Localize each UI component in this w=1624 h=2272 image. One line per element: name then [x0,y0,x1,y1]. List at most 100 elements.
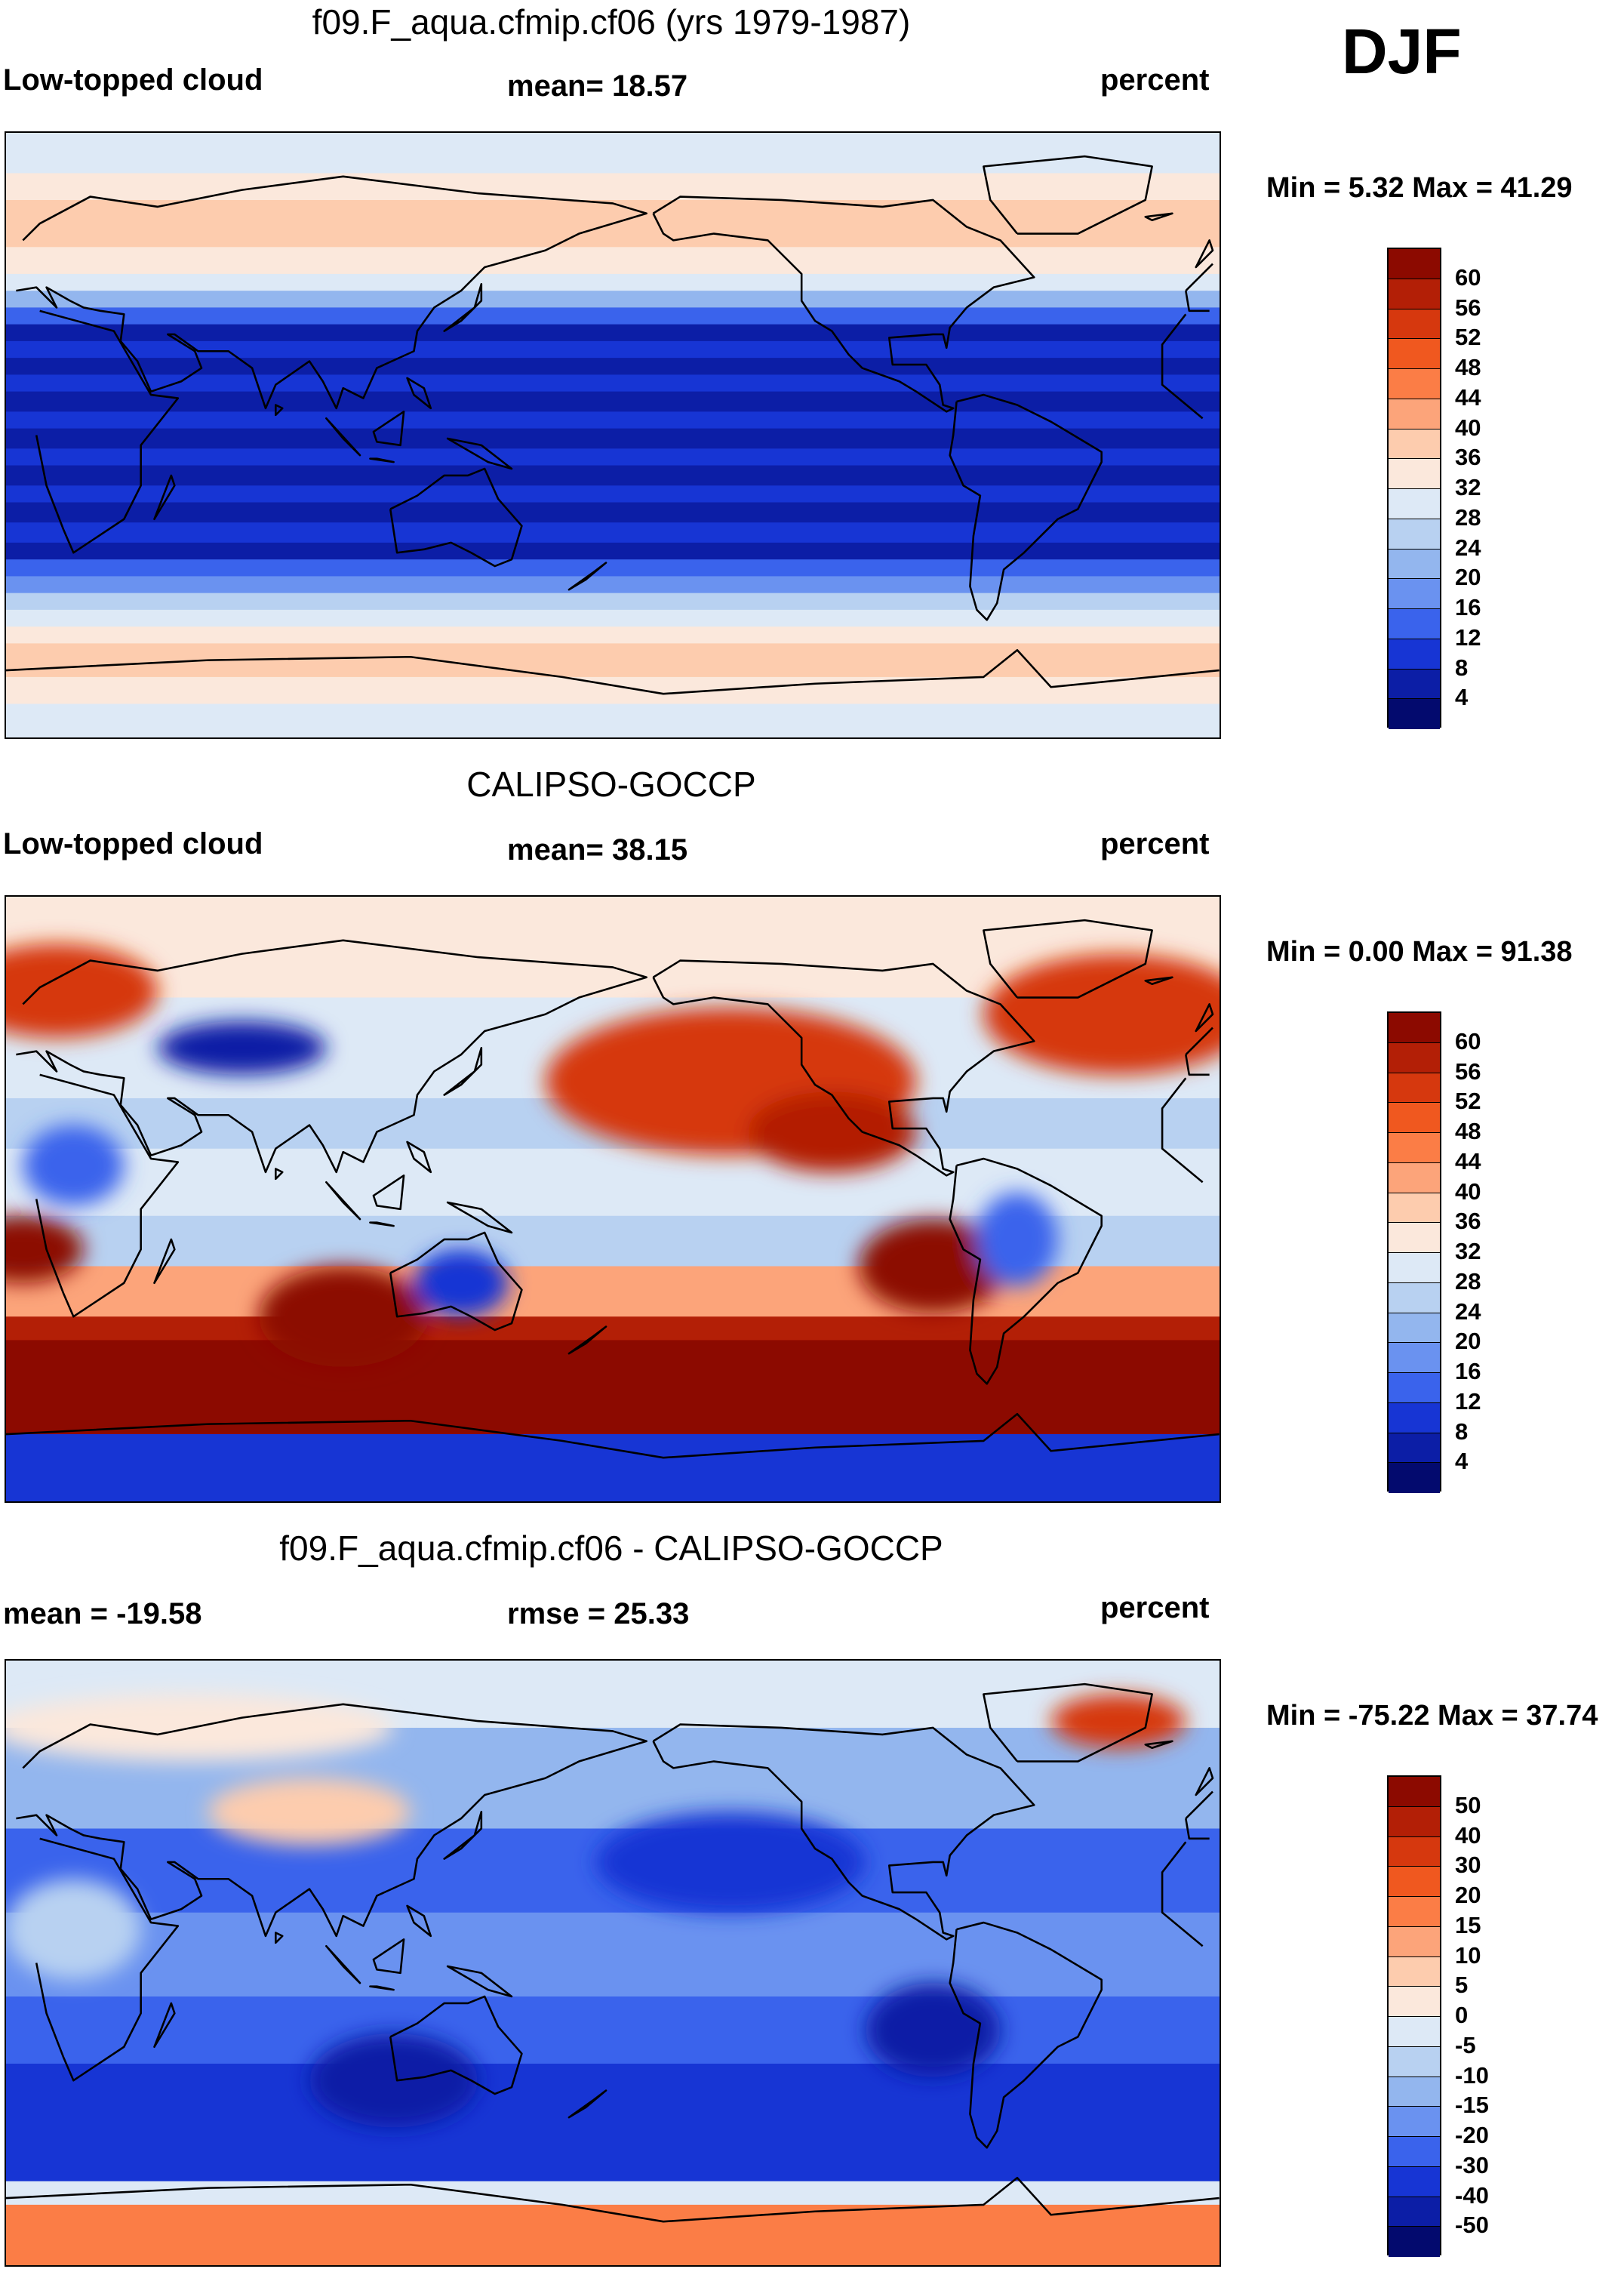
colorbar-swatch [1389,2197,1440,2227]
colorbar-tick-label: 44 [1455,383,1481,411]
island-coastline [372,411,405,447]
island-coastline [369,1221,395,1227]
field-band [6,2181,1220,2206]
island-coastline [406,1904,432,1938]
colorbar-swatch [1389,279,1440,309]
colorbar-tick-label: 30 [1455,1852,1481,1879]
colorbar-swatch [1389,2077,1440,2107]
colorbar-swatch [1389,1867,1440,1897]
colorbar-swatch [1389,339,1440,369]
field-anomaly [977,1192,1058,1287]
colorbar-tick-label: 50 [1455,1791,1481,1818]
field-anomaly [258,1266,428,1367]
island-coastline [443,1047,483,1096]
field-band [6,626,1220,645]
coastline [35,1073,180,1318]
coastline [1185,290,1210,312]
colorbar-tick-label: 12 [1455,623,1481,651]
colorbar-tick-label: 40 [1455,414,1481,441]
field-anomaly [595,1812,866,1913]
coastline [389,467,523,568]
coastline [35,309,180,554]
coastline [949,1157,1103,1385]
colorbar-tick-label: -50 [1455,2212,1489,2239]
coastline [35,1837,180,2082]
panel-left-label: mean = -19.58 [3,1597,202,1630]
panel-right-label: percent [1100,1591,1210,1624]
island-coastline [567,1325,607,1355]
map-panel-obs [5,895,1221,1503]
colorbar-swatch [1389,1282,1440,1313]
island-coastline [369,1985,395,1991]
colorbar-swatch [1389,309,1440,340]
field-band [6,593,1220,611]
coastline [949,1921,1103,2149]
colorbar-swatch [1389,1162,1440,1193]
island-coastline [153,1238,176,1285]
colorbar [1387,1775,1441,2257]
field-anomaly [23,1125,125,1206]
colorbar-swatch [1389,2107,1440,2137]
colorbar-tick-label: 32 [1455,1238,1481,1264]
field-band [6,703,1220,737]
field-band [6,485,1220,503]
island-coastline [567,562,607,591]
field-anomaly [6,1879,141,1980]
colorbar-swatch [1389,1987,1440,2017]
colorbar-tick-label: 20 [1455,564,1481,591]
coastline [6,2176,1220,2223]
field-band [6,1912,1220,1997]
colorbar-swatch [1389,1042,1440,1073]
coastline [1185,263,1213,292]
map-panel-model [5,131,1221,739]
island-coastline [1144,1740,1173,1750]
colorbar-swatch [1389,2137,1440,2167]
field-band [6,465,1220,487]
colorbar-swatch [1389,1373,1440,1403]
field-band [6,133,1220,174]
colorbar-tick-label: -5 [1455,2031,1476,2058]
colorbar [1387,1011,1441,1493]
coastline [1161,1077,1204,1184]
colorbar-tick-label: 36 [1455,1208,1481,1235]
island-coastline [372,1174,405,1211]
field-band [6,173,1220,201]
island-coastline [153,2002,176,2049]
panel-center-label: mean= 18.57 [507,69,688,103]
field-band [6,428,1220,450]
island-coastline [369,457,395,463]
colorbar-tick-label: 56 [1455,294,1481,321]
island-coastline [325,417,361,457]
colorbar-tick-label: 52 [1455,324,1481,351]
colorbar-swatch [1389,579,1440,609]
colorbar-swatch [1389,1836,1440,1867]
island-coastline [567,2089,607,2119]
field-anomaly [414,1249,509,1317]
colorbar-swatch [1389,2227,1440,2257]
coastline [983,155,1153,235]
colorbar-swatch [1389,639,1440,670]
colorbar-swatch [1389,459,1440,489]
colorbar-tick-label: 40 [1455,1821,1481,1849]
island-coastline [325,1181,361,1221]
colorbar-swatch [1389,2017,1440,2047]
colorbar-tick-label: 8 [1455,1418,1469,1445]
colorbar-swatch [1389,1223,1440,1253]
minmax-label: Min = 5.32 Max = 41.29 [1266,172,1573,204]
field-band [6,542,1220,561]
colorbar-tick-label: 4 [1455,1448,1469,1475]
island-coastline [1144,976,1173,986]
colorbar-swatch [1389,1463,1440,1493]
colorbar-swatch [1389,609,1440,639]
coastline [1161,313,1204,420]
field-anomaly [866,1983,1001,2077]
coastline [1185,1818,1210,1840]
colorbar-swatch [1389,1253,1440,1283]
field-anomaly [747,1091,916,1172]
colorbar-tick-label: 4 [1455,684,1469,711]
field-band [6,358,1220,376]
map-svg [6,897,1220,1501]
colorbar-swatch [1389,489,1440,519]
field-band [6,522,1220,543]
field-band [6,609,1220,628]
